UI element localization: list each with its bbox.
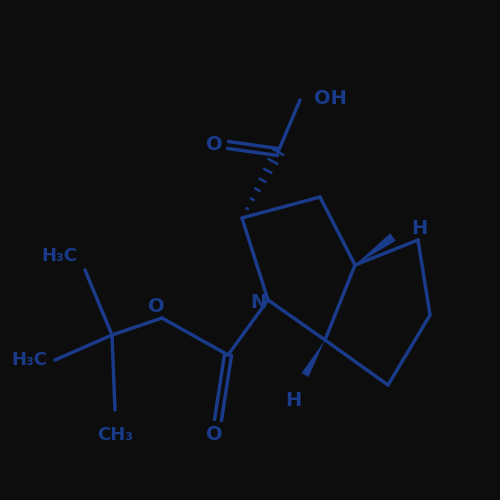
Text: H₃C: H₃C bbox=[41, 247, 77, 265]
Text: CH₃: CH₃ bbox=[97, 426, 133, 444]
Text: O: O bbox=[148, 296, 164, 316]
Text: H: H bbox=[411, 220, 427, 238]
Text: H₃C: H₃C bbox=[11, 351, 47, 369]
Polygon shape bbox=[355, 233, 396, 265]
Polygon shape bbox=[302, 340, 325, 377]
Text: O: O bbox=[206, 136, 222, 154]
Text: O: O bbox=[206, 424, 222, 444]
Text: N: N bbox=[250, 292, 266, 312]
Text: OH: OH bbox=[314, 88, 347, 108]
Text: H: H bbox=[285, 391, 301, 410]
